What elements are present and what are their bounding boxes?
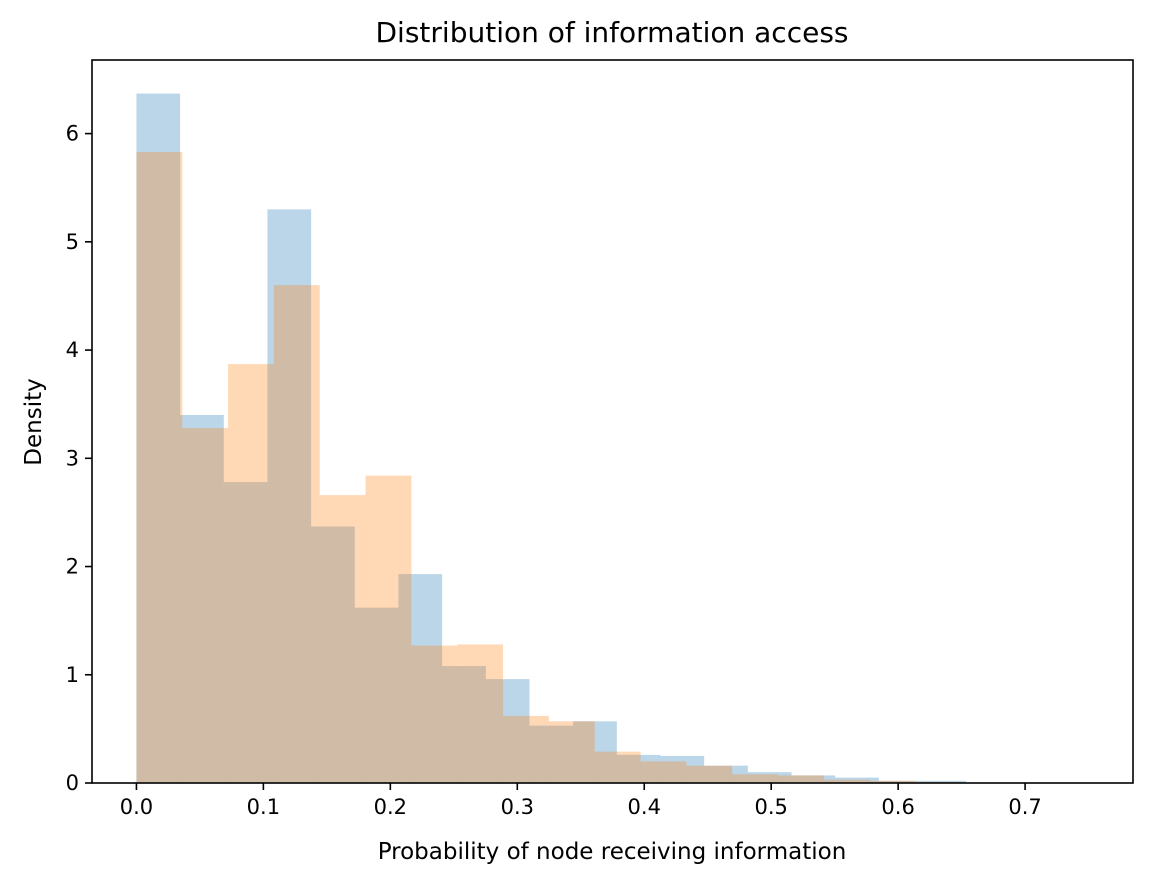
histogram-bar-series-1-bin-17 <box>835 777 879 783</box>
histogram-bar-series-2-bin-12 <box>640 761 687 783</box>
x-tick-label: 0.1 <box>247 795 280 819</box>
histogram-bar-series-1-bin-1 <box>136 93 181 784</box>
histogram-bar-series-2-bin-15 <box>778 775 824 783</box>
histogram-bar-series-2-bin-11 <box>594 751 641 783</box>
x-tick-label: 0.0 <box>120 795 153 819</box>
y-tick-label: 0 <box>66 771 79 795</box>
histogram-bar-series-2-bin-17 <box>869 780 916 783</box>
histogram-bar-series-2-bin-8 <box>457 644 504 783</box>
y-tick-label: 4 <box>66 338 79 362</box>
histogram-bar-series-1-bin-6 <box>354 607 399 783</box>
histogram-bar-series-2-bin-7 <box>411 645 458 783</box>
plot-frame <box>91 59 1134 784</box>
y-tick-label: 5 <box>66 230 79 254</box>
y-tick-label: 6 <box>66 122 79 146</box>
histogram-bar-series-2-bin-5 <box>319 495 366 783</box>
x-tick-label: 0.4 <box>628 795 661 819</box>
histogram-bar-series-1-bin-15 <box>747 772 792 783</box>
x-tick-label: 0.3 <box>501 795 534 819</box>
histogram-bar-series-1-bin-11 <box>573 721 617 783</box>
histogram-bar-series-1-bin-7 <box>398 574 443 783</box>
histogram-bar-series-1-bin-12 <box>616 754 661 783</box>
histogram-bar-series-2-bin-1 <box>136 151 183 783</box>
histogram-bar-series-2-bin-3 <box>228 364 274 783</box>
histogram-bar-series-1-bin-5 <box>311 526 355 783</box>
histogram-bar-series-1-bin-10 <box>529 725 574 783</box>
histogram-bar-series-1-bin-3 <box>223 482 268 783</box>
histogram-bar-series-1-bin-9 <box>485 679 530 783</box>
bars-layer <box>136 93 967 784</box>
histogram-bar-series-2-bin-4 <box>273 285 320 783</box>
histogram-bar-series-1-bin-4 <box>267 209 312 783</box>
y-axis-label: Density <box>21 378 47 465</box>
histogram-bar-series-1-bin-8 <box>442 666 486 783</box>
histogram-bar-series-1-bin-19 <box>922 780 967 783</box>
histogram-bar-series-2-bin-6 <box>365 475 412 783</box>
histogram-bar-series-1-bin-13 <box>660 755 705 783</box>
x-tick-label: 0.2 <box>374 795 407 819</box>
y-tick-label: 1 <box>66 663 79 687</box>
chart-title: Distribution of information access <box>376 16 849 49</box>
x-tick-label: 0.7 <box>1008 795 1041 819</box>
histogram-bar-series-1-bin-16 <box>791 775 836 783</box>
x-axis-label: Probability of node receiving informatio… <box>378 839 847 865</box>
histogram-bar-series-1-bin-14 <box>704 765 748 783</box>
y-tick-label: 2 <box>66 555 79 579</box>
histogram-bar-series-1-bin-2 <box>180 415 224 783</box>
histogram-bar-series-2-bin-10 <box>548 721 595 783</box>
histogram-bar-series-2-bin-16 <box>823 779 870 783</box>
histogram-bar-series-2-bin-13 <box>686 765 733 783</box>
histogram-bar-series-2-bin-2 <box>182 427 229 783</box>
histogram-bar-series-1-bin-18 <box>878 780 923 783</box>
y-axis: 0 1 2 3 4 5 6 <box>66 122 92 795</box>
histogram-bar-series-2-bin-14 <box>732 774 779 783</box>
y-tick-label: 3 <box>66 446 79 470</box>
x-tick-label: 0.6 <box>881 795 914 819</box>
histogram-bar-series-2-bin-9 <box>503 715 549 783</box>
x-axis: 0.0 0.1 0.2 0.3 0.4 0.5 0.6 0.7 <box>120 783 1042 819</box>
x-tick-label: 0.5 <box>754 795 787 819</box>
